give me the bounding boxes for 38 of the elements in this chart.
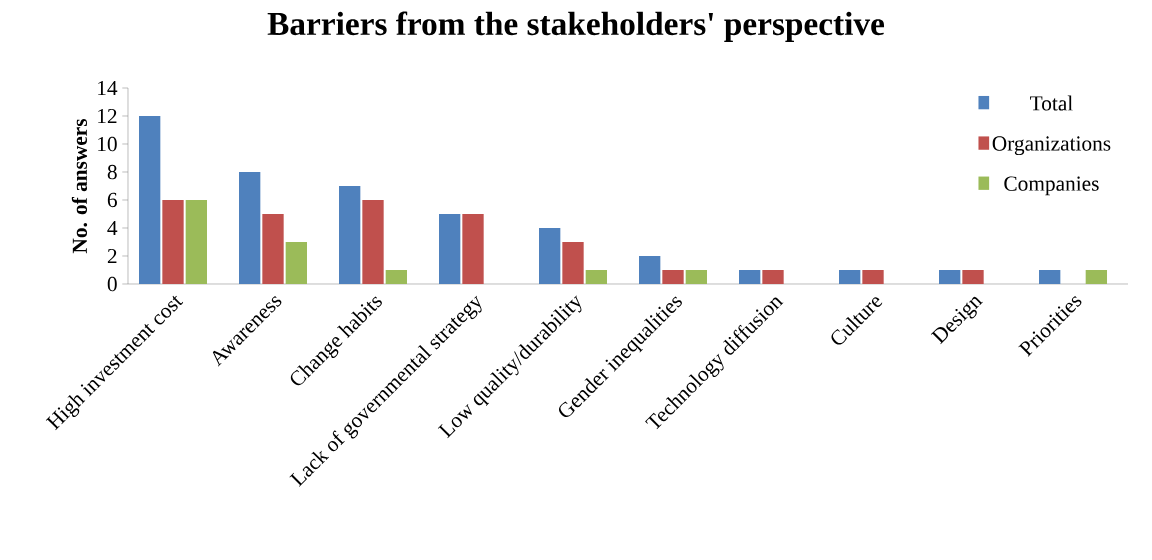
bar [862, 270, 884, 284]
bar [162, 200, 184, 284]
y-axis-title: No. of answers [71, 118, 88, 254]
bar [1039, 270, 1061, 284]
bar [585, 270, 608, 284]
bar [739, 270, 761, 284]
y-tick-label: 4 [107, 220, 118, 236]
bar [839, 270, 861, 284]
bar [285, 242, 307, 284]
bar [439, 214, 461, 284]
legend-label: Organizations [992, 136, 1111, 156]
bar [685, 270, 708, 284]
bar [385, 270, 408, 284]
bar [262, 214, 284, 284]
y-tick-label: 2 [107, 248, 117, 264]
y-tick-label: 6 [107, 192, 117, 208]
bar [662, 270, 684, 284]
y-tick-label: 0 [107, 276, 117, 292]
y-tick-label: 12 [98, 108, 117, 124]
legend-label: Total [1030, 95, 1073, 111]
bar [939, 270, 961, 284]
y-tick-label: 10 [98, 136, 117, 152]
bar [339, 186, 361, 284]
bar [562, 242, 584, 284]
bar [1085, 270, 1108, 284]
chart-title: Barriers from the stakeholders' perspective [267, 11, 885, 42]
bar [139, 116, 161, 284]
y-tick-label: 14 [98, 80, 118, 96]
bar [762, 270, 784, 284]
bar [362, 200, 384, 284]
bar [539, 228, 561, 284]
legend-label: Companies [1004, 176, 1099, 196]
bar [962, 270, 984, 284]
bar [639, 256, 661, 284]
bar [185, 200, 207, 284]
y-tick-label: 8 [107, 164, 117, 180]
bar [462, 214, 484, 284]
bar [239, 172, 261, 284]
